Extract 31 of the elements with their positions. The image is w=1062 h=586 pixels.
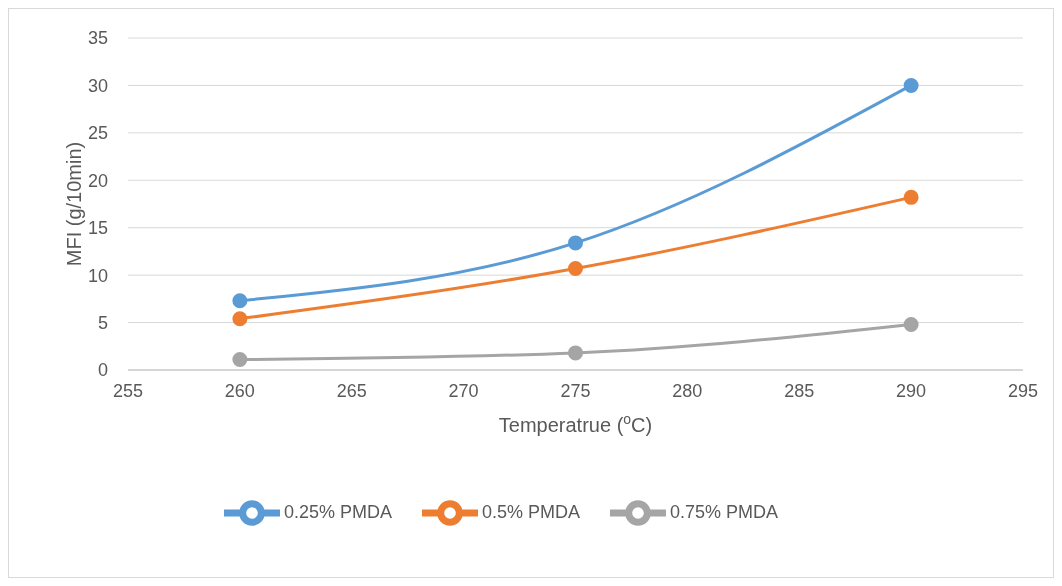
x-tick-label: 275 (560, 380, 591, 401)
point (903, 316, 919, 332)
x-tick-label: 265 (336, 380, 367, 401)
y-tick-label: 25 (87, 123, 108, 144)
x-tick-label: 290 (896, 380, 927, 401)
y-tick-label: 5 (97, 312, 108, 333)
y-tick-label: 0 (97, 360, 108, 381)
point (903, 77, 919, 93)
x-tick-label: 295 (1007, 380, 1039, 401)
point (568, 235, 583, 251)
y-tick-label: 30 (87, 75, 108, 96)
x-axis-title: Temperatrue ($^{o}$C) (498, 411, 653, 436)
point (903, 189, 919, 205)
x-tick-label: 285 (784, 380, 815, 401)
x-tick-label: 260 (224, 380, 255, 401)
point (232, 311, 248, 327)
x-tick-label: 255 (112, 380, 144, 401)
point (232, 352, 248, 368)
x-tick-label: 280 (672, 380, 703, 401)
point (232, 293, 248, 309)
y-tick-label: 10 (87, 265, 108, 286)
point (568, 345, 583, 361)
legend-label: 0.5% PMDA (481, 501, 581, 522)
legend-label: 0.75% PMDA (670, 501, 779, 522)
x-tick-label: 270 (448, 380, 479, 401)
y-tick-label: 35 (87, 28, 108, 49)
y-tick-label: 15 (87, 218, 108, 239)
y-axis-title: MFI (g/10min) (63, 141, 85, 267)
point (568, 261, 583, 276)
y-tick-label: 20 (87, 170, 108, 191)
legend-label: 0.25% PMDA (283, 501, 392, 522)
